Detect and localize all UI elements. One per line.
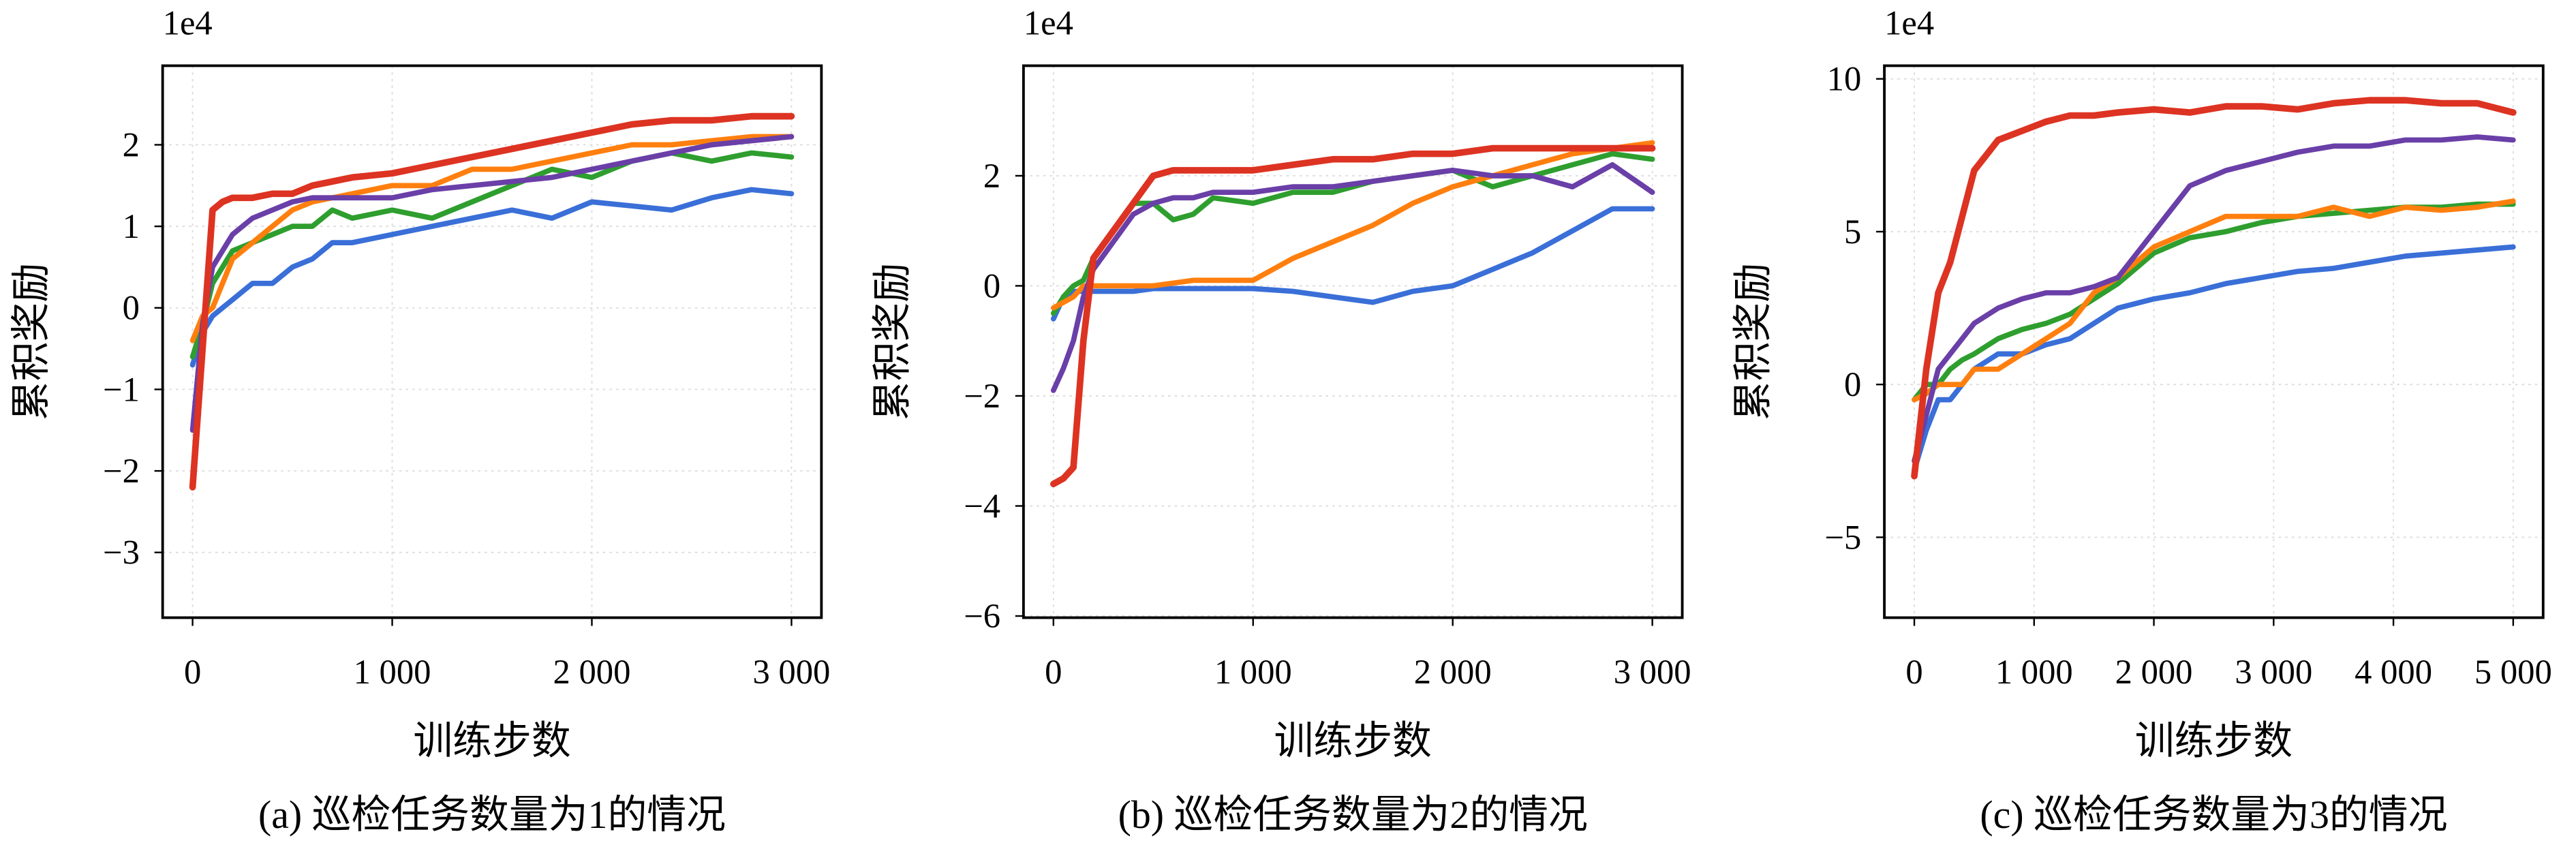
caption: (a) 巡检任务数量为1的情况 <box>258 792 726 837</box>
y-tick-label: −5 <box>1824 518 1861 556</box>
y-tick-label: −2 <box>964 377 1000 415</box>
y-tick-label: −2 <box>103 452 140 490</box>
series-line <box>1912 244 2516 473</box>
series-line <box>189 187 795 368</box>
y-tick-label: −1 <box>103 370 140 408</box>
y-tick-label: 5 <box>1844 213 1861 251</box>
x-tick-label: 1 000 <box>354 653 431 691</box>
x-tick-label: 3 000 <box>752 653 830 691</box>
plot-frame <box>1883 64 2545 619</box>
x-tick-label: 1 000 <box>1995 653 2073 691</box>
y-tick-label: 1 <box>123 207 140 245</box>
y-axis-label: 累积奖励 <box>870 263 914 420</box>
x-axis-label: 训练步数 <box>2135 719 2293 763</box>
x-tick-label: 5 000 <box>2474 653 2552 691</box>
y-tick-label: 10 <box>1827 60 1862 98</box>
series-line <box>1050 161 1655 393</box>
x-tick-label: 4 000 <box>2355 653 2432 691</box>
series-line <box>189 134 795 433</box>
x-tick-label: 0 <box>184 653 201 691</box>
series-line <box>1912 198 2516 403</box>
series-line <box>1911 97 2517 480</box>
y-tick-label: 0 <box>1844 365 1861 403</box>
series-line <box>1912 201 2516 403</box>
series-line <box>189 112 795 491</box>
offset-label: 1e4 <box>1884 4 1934 42</box>
y-axis-label: 累积奖励 <box>9 263 53 420</box>
y-tick-label: −4 <box>964 487 1000 525</box>
offset-label: 1e4 <box>1024 4 1073 42</box>
y-tick-label: 2 <box>983 157 1000 195</box>
x-tick-label: 2 000 <box>553 653 631 691</box>
plot-frame <box>161 64 823 619</box>
y-tick-label: 0 <box>123 289 140 327</box>
offset-label: 1e4 <box>163 4 213 42</box>
x-tick-label: 2 000 <box>1414 653 1492 691</box>
caption: (c) 巡检任务数量为3的情况 <box>1980 792 2447 837</box>
plot-frame <box>1022 64 1684 619</box>
x-tick-label: 0 <box>1045 653 1062 691</box>
y-tick-label: −6 <box>964 597 1000 635</box>
series-line <box>1050 144 1656 488</box>
x-axis-label: 训练步数 <box>413 719 570 763</box>
caption: (b) 巡检任务数量为2的情况 <box>1118 792 1588 837</box>
y-tick-label: 0 <box>983 266 1000 305</box>
series-line <box>1912 134 2516 464</box>
y-tick-label: 2 <box>123 125 140 164</box>
x-axis-label: 训练步数 <box>1274 719 1432 763</box>
series-line <box>189 134 795 343</box>
x-tick-label: 1 000 <box>1214 653 1292 691</box>
x-tick-label: 2 000 <box>2115 653 2193 691</box>
x-tick-label: 0 <box>1905 653 1922 691</box>
x-tick-label: 3 000 <box>1614 653 1691 691</box>
y-axis-label: 累积奖励 <box>1731 263 1775 420</box>
y-tick-label: −3 <box>103 534 140 572</box>
series-line <box>1050 206 1655 322</box>
x-tick-label: 3 000 <box>2235 653 2312 691</box>
series-line <box>1050 151 1655 316</box>
